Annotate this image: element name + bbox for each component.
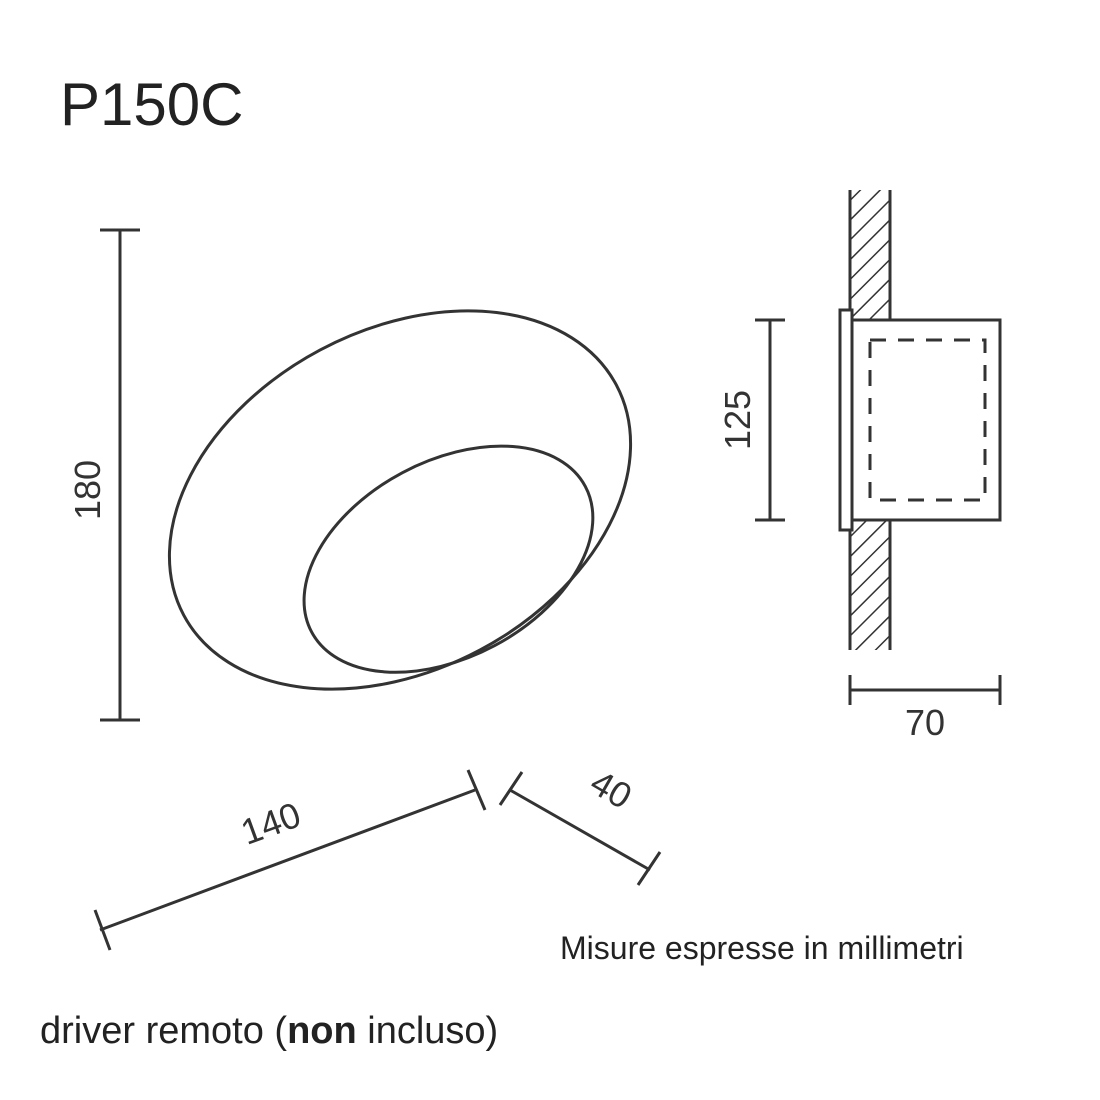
driver-note: driver remoto (non incluso) [40, 1010, 498, 1053]
hatch-bot [850, 520, 890, 650]
dim-depth-tick-l [500, 772, 522, 805]
hatch-top [850, 190, 890, 320]
model-label: P150C [60, 70, 243, 139]
dim-depth-label: 40 [584, 761, 639, 817]
dim-depth-tick-r [638, 852, 660, 885]
driver-note-pre: driver remoto ( [40, 1010, 287, 1052]
dim-125-label: 125 [717, 390, 758, 450]
side-view-group: 125 70 [717, 190, 1000, 743]
units-note: Misure espresse in millimetri [560, 930, 964, 967]
lamp-outer-ellipse [104, 235, 696, 765]
dim-depth-line [510, 790, 650, 870]
dim-70-label: 70 [905, 702, 945, 743]
dim-width-tick-r [468, 770, 485, 810]
dim-width-label: 140 [235, 794, 305, 853]
driver-note-bold: non [287, 1010, 357, 1052]
side-trim [840, 310, 852, 530]
lamp-inner-ellipse [266, 400, 632, 719]
dim-width-tick-l [95, 910, 110, 950]
dim-height-label: 180 [67, 460, 108, 520]
side-recess-box [850, 320, 1000, 520]
driver-note-post: incluso) [357, 1010, 499, 1052]
